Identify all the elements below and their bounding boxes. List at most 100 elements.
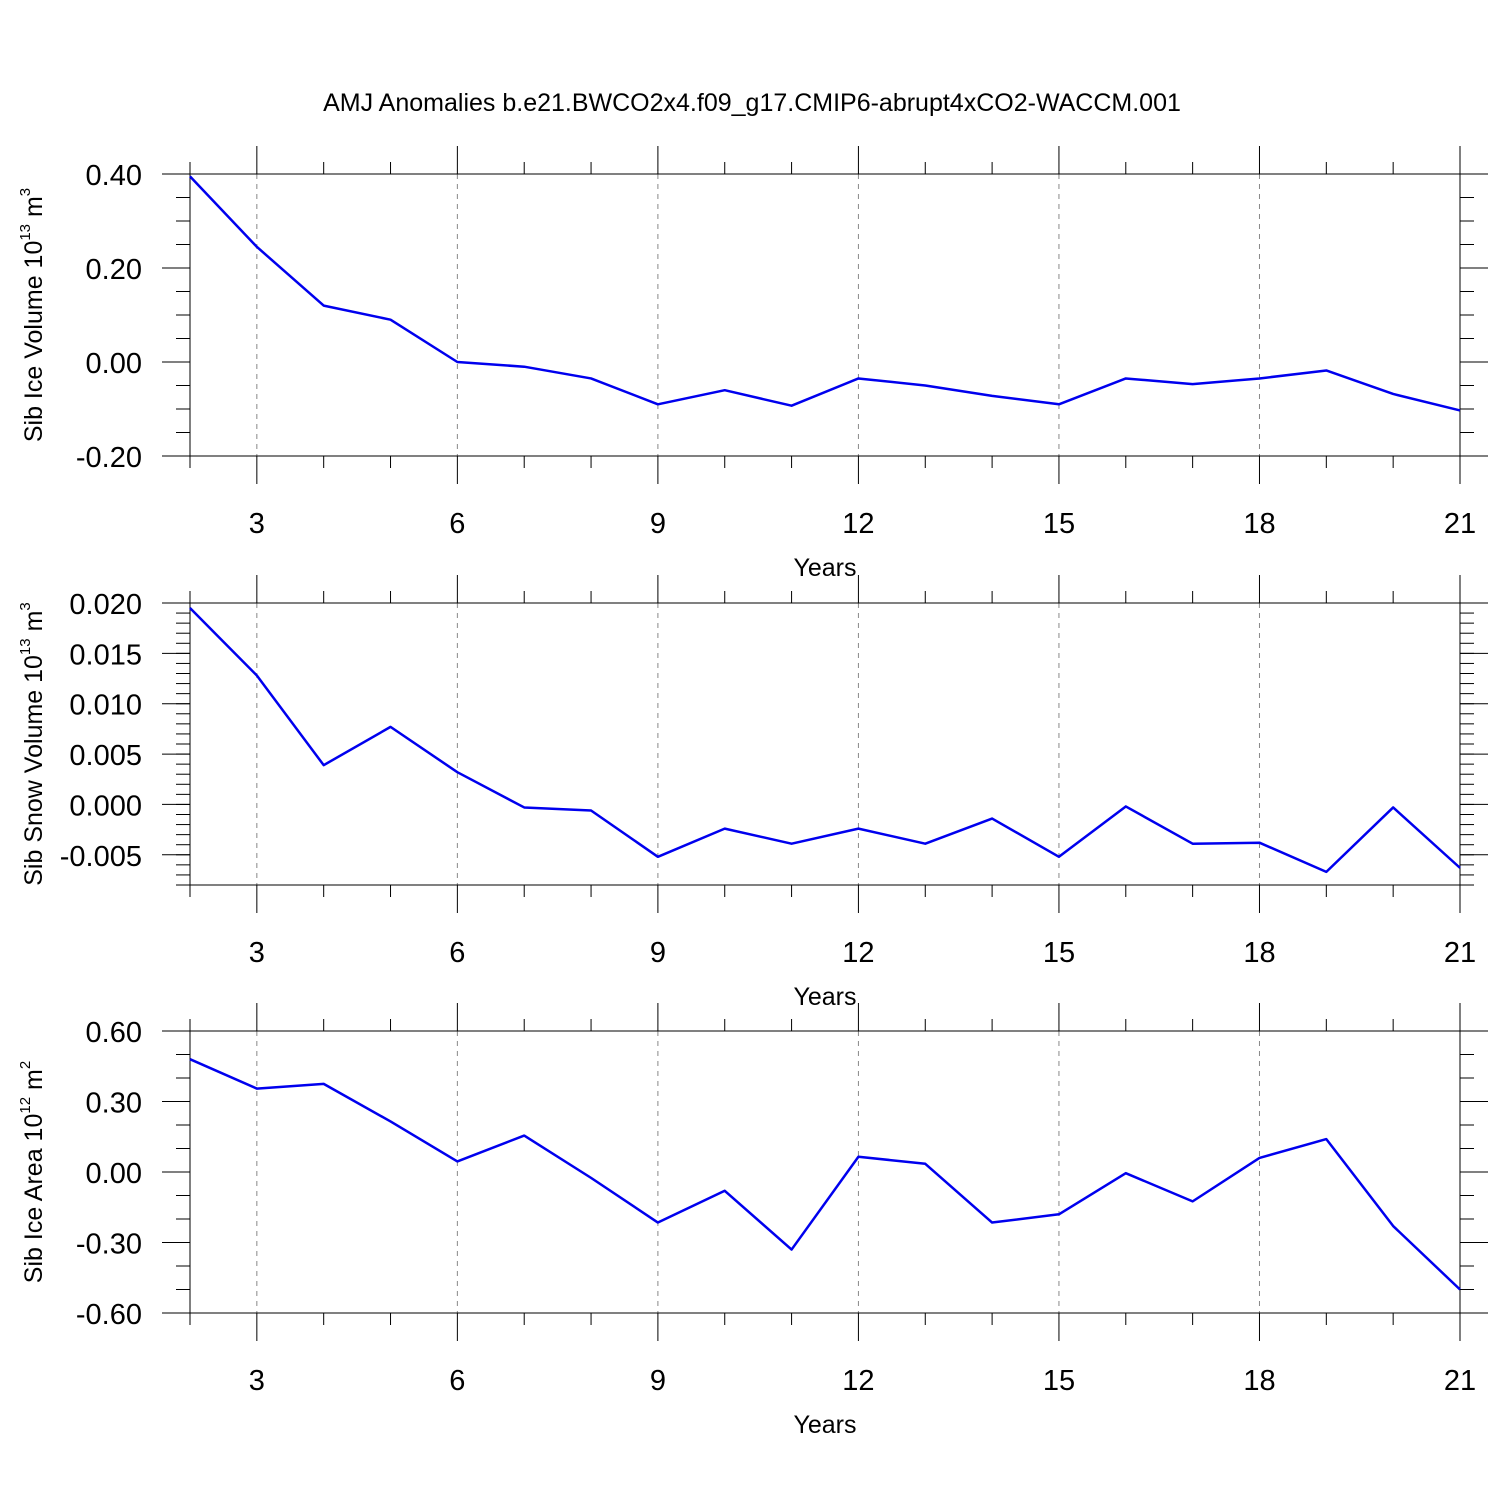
x-tick-label: 6 bbox=[449, 1365, 465, 1397]
data-point bbox=[389, 1119, 393, 1123]
panel-3: -0.60 -0.30 0.00 0.30 0.60 3 6 9 12 15 18 21 Years Si… bbox=[17, 1003, 1488, 1439]
data-point bbox=[1057, 1212, 1061, 1216]
data-point bbox=[322, 763, 326, 767]
data-point bbox=[856, 827, 860, 831]
y-axis-title-main: Sib Ice Area 10 bbox=[20, 1114, 48, 1284]
data-point bbox=[1257, 841, 1261, 845]
x-axis-title: Years bbox=[793, 554, 856, 582]
x-tick-label: 12 bbox=[842, 508, 874, 540]
data-point bbox=[522, 805, 526, 809]
x-axis-title: Years bbox=[793, 1411, 856, 1439]
y-tick-label: 0.020 bbox=[69, 589, 142, 621]
data-point bbox=[1057, 402, 1061, 406]
data-point bbox=[255, 674, 259, 678]
data-point bbox=[790, 404, 794, 408]
data-point bbox=[255, 1087, 259, 1091]
x-tick-label: 3 bbox=[249, 1365, 265, 1397]
data-point bbox=[188, 1057, 192, 1061]
data-point bbox=[923, 1162, 927, 1166]
y-tick-label: -0.20 bbox=[76, 442, 142, 474]
y-tick-label: 0.40 bbox=[86, 160, 142, 192]
x-tick-label: 15 bbox=[1043, 937, 1075, 969]
y-axis-title-main: Sib Ice Volume 10 bbox=[20, 241, 48, 443]
y-axis-title: Sib Snow Volume 1013 m3 bbox=[17, 602, 48, 886]
y-axis-title: Sib Ice Area 1012 m2 bbox=[17, 1061, 48, 1283]
series-line bbox=[189, 175, 1461, 412]
x-tick-label: 9 bbox=[650, 937, 666, 969]
data-point bbox=[1124, 804, 1128, 808]
data-point bbox=[1391, 1224, 1395, 1228]
data-point bbox=[1391, 392, 1395, 396]
y-tick-label: -0.60 bbox=[76, 1299, 142, 1331]
y-axis-title-exponent: 13 bbox=[17, 224, 34, 241]
data-point bbox=[990, 1221, 994, 1225]
y-tick-label: 0.000 bbox=[69, 790, 142, 822]
data-point bbox=[723, 388, 727, 392]
data-point bbox=[589, 376, 593, 380]
y-tick-label: 0.60 bbox=[86, 1017, 142, 1049]
y-axis-title-main: Sib Snow Volume 10 bbox=[20, 655, 48, 886]
data-point bbox=[455, 770, 459, 774]
data-point bbox=[1057, 855, 1061, 859]
data-point bbox=[188, 606, 192, 610]
data-point bbox=[1124, 1171, 1128, 1175]
data-point bbox=[1257, 1156, 1261, 1160]
data-point bbox=[723, 1189, 727, 1193]
data-point bbox=[455, 1159, 459, 1163]
x-tick-label: 3 bbox=[249, 937, 265, 969]
data-point bbox=[1458, 866, 1462, 870]
data-point bbox=[1391, 805, 1395, 809]
y-tick-label: 0.00 bbox=[86, 1158, 142, 1190]
x-tick-label: 15 bbox=[1043, 1365, 1075, 1397]
data-point bbox=[923, 842, 927, 846]
data-point bbox=[1191, 1199, 1195, 1203]
data-point bbox=[255, 245, 259, 249]
x-tick-label: 21 bbox=[1444, 1365, 1476, 1397]
y-axis-title-unit-exponent: 3 bbox=[17, 602, 34, 610]
data-point bbox=[790, 842, 794, 846]
data-point bbox=[1458, 1288, 1462, 1292]
y-tick-label: -0.005 bbox=[60, 841, 142, 873]
y-tick-label: -0.30 bbox=[76, 1229, 142, 1261]
y-tick-label: 0.00 bbox=[86, 348, 142, 380]
x-tick-label: 9 bbox=[650, 1365, 666, 1397]
y-axis-title: Sib Ice Volume 1013 m3 bbox=[17, 188, 48, 442]
x-tick-label: 18 bbox=[1243, 1365, 1275, 1397]
data-point bbox=[522, 1134, 526, 1138]
data-point bbox=[1191, 842, 1195, 846]
data-point bbox=[990, 817, 994, 821]
data-point bbox=[522, 365, 526, 369]
data-point bbox=[322, 304, 326, 308]
series-line bbox=[189, 607, 1461, 874]
data-point bbox=[1257, 376, 1261, 380]
chart-title: AMJ Anomalies b.e21.BWCO2x4.f09_g17.CMIP… bbox=[323, 89, 1181, 117]
y-axis-title-unit-exponent: 2 bbox=[17, 1061, 34, 1069]
plot-frame bbox=[189, 602, 1461, 886]
y-axis-title-unit: m bbox=[20, 1069, 48, 1097]
x-tick-label: 18 bbox=[1243, 508, 1275, 540]
data-point bbox=[589, 808, 593, 812]
data-point bbox=[656, 1221, 660, 1225]
data-point bbox=[1324, 1137, 1328, 1141]
y-tick-label: 0.005 bbox=[69, 740, 142, 772]
y-axis-title-exponent: 12 bbox=[17, 1097, 34, 1114]
x-tick-label: 9 bbox=[650, 508, 666, 540]
data-point bbox=[188, 174, 192, 178]
panels: -0.20 0.00 0.20 0.40 3 6 9 12 15 18 21 Years Sib Ice… bbox=[17, 146, 1488, 1439]
y-tick-label: 0.010 bbox=[69, 690, 142, 722]
x-tick-label: 15 bbox=[1043, 508, 1075, 540]
data-point bbox=[389, 725, 393, 729]
data-point bbox=[1191, 382, 1195, 386]
x-tick-label: 6 bbox=[449, 937, 465, 969]
y-tick-label: 0.015 bbox=[69, 639, 142, 671]
data-point bbox=[856, 376, 860, 380]
y-axis-title-unit: m bbox=[20, 196, 48, 224]
panel-2: -0.005 0.000 0.005 0.010 0.015 0.020 3 6 9 12 15 18… bbox=[17, 575, 1488, 1011]
data-point bbox=[455, 360, 459, 364]
y-axis-title-unit-exponent: 3 bbox=[17, 188, 34, 196]
data-point bbox=[589, 1176, 593, 1180]
data-point bbox=[1124, 376, 1128, 380]
x-tick-label: 21 bbox=[1444, 937, 1476, 969]
data-point bbox=[656, 855, 660, 859]
